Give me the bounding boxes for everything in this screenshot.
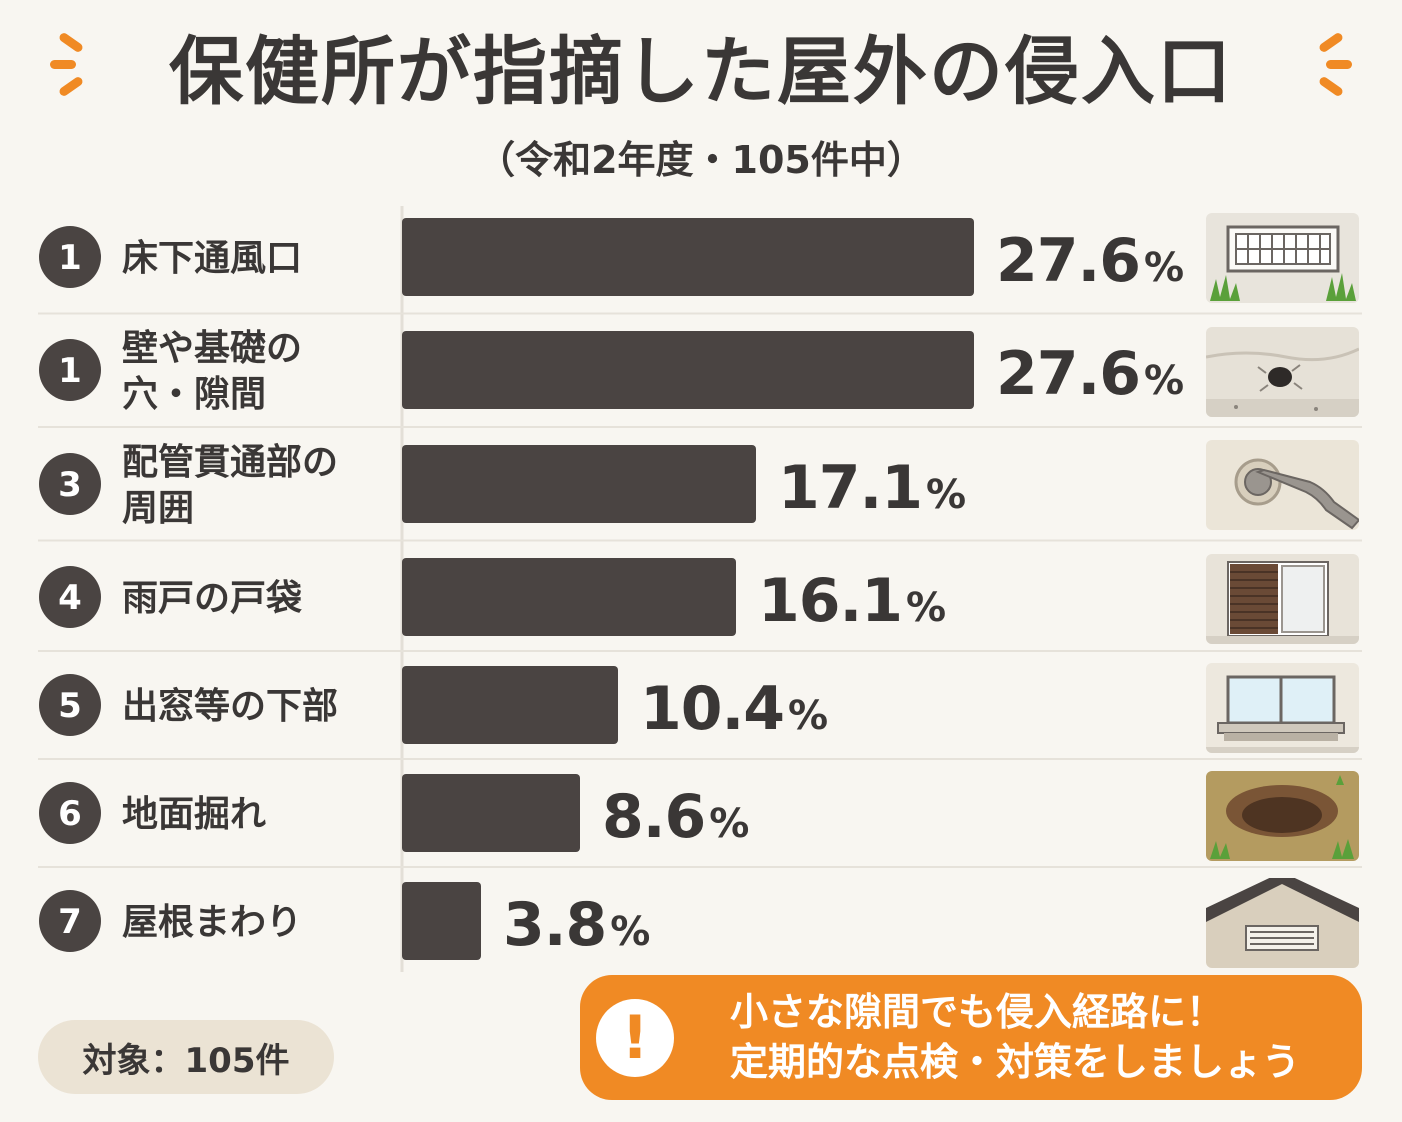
bar [402, 445, 756, 523]
category-label: 出窓等の下部 [122, 686, 338, 727]
category-label: 配管貫通部の [122, 442, 338, 483]
shutter-box-icon [1206, 554, 1359, 644]
rank-number: 5 [58, 686, 82, 726]
data-label-unit: % [926, 472, 965, 518]
bay-window-icon [1206, 663, 1359, 753]
data-label: 3.8% [503, 890, 649, 960]
category-label: 壁や基礎の [122, 328, 302, 369]
vent-icon [1206, 213, 1359, 303]
target-count-badge: 対象：105件 [38, 1020, 334, 1094]
data-label-unit: % [1144, 358, 1183, 404]
decoration-dash [50, 60, 76, 69]
data-label-unit: % [1144, 245, 1183, 291]
bar [402, 218, 974, 296]
chart-title: 保健所が指摘した屋外の侵入口 [169, 29, 1233, 115]
rank-badge [39, 674, 101, 736]
bar [402, 666, 618, 744]
data-label: 8.6% [602, 782, 748, 852]
wall-hole-icon [1206, 327, 1359, 417]
category-label: 穴・隙間 [122, 374, 266, 415]
advice-callout: ! 小さな隙間でも侵入経路に！ 定期的な点検・対策をしましょう [580, 975, 1362, 1100]
rank-badge [39, 226, 101, 288]
bar [402, 774, 580, 852]
bar [402, 882, 481, 960]
data-label-unit: % [709, 801, 748, 847]
advice-line-1: 小さな隙間でも侵入経路に！ [730, 990, 1225, 1034]
chart-subtitle: （令和2年度・105件中） [477, 138, 925, 182]
rank-badge [39, 339, 101, 401]
category-label: 周囲 [122, 488, 194, 529]
rank-number: 6 [58, 794, 82, 834]
data-label-unit: % [906, 585, 945, 631]
rank-number: 4 [58, 578, 82, 618]
rank-badge [39, 566, 101, 628]
data-label: 27.6% [996, 339, 1183, 409]
decoration-dash [1326, 60, 1352, 69]
ground-hole-icon [1206, 771, 1359, 861]
data-label: 10.4% [640, 674, 827, 744]
rank-number: 1 [58, 351, 82, 391]
rank-number: 3 [58, 465, 82, 505]
data-label-unit: % [788, 693, 827, 739]
exclamation-icon: ! [596, 999, 674, 1077]
data-label: 27.6% [996, 226, 1183, 296]
rank-number: 7 [58, 902, 82, 942]
roof-icon [1206, 878, 1359, 968]
rank-badge [39, 890, 101, 952]
rank-badge [39, 453, 101, 515]
data-label: 17.1% [778, 453, 965, 523]
category-label: 屋根まわり [122, 902, 302, 943]
data-label-unit: % [610, 909, 649, 955]
advice-line-2: 定期的な点検・対策をしましょう [730, 1040, 1301, 1084]
rank-badge [39, 782, 101, 844]
category-label: 床下通風口 [122, 238, 302, 279]
bar [402, 331, 974, 409]
rank-number: 1 [58, 238, 82, 278]
bar [402, 558, 736, 636]
category-label: 雨戸の戸袋 [122, 578, 302, 619]
data-label: 16.1% [758, 566, 945, 636]
pipe-icon [1206, 440, 1359, 530]
category-label: 地面掘れ [122, 794, 266, 835]
